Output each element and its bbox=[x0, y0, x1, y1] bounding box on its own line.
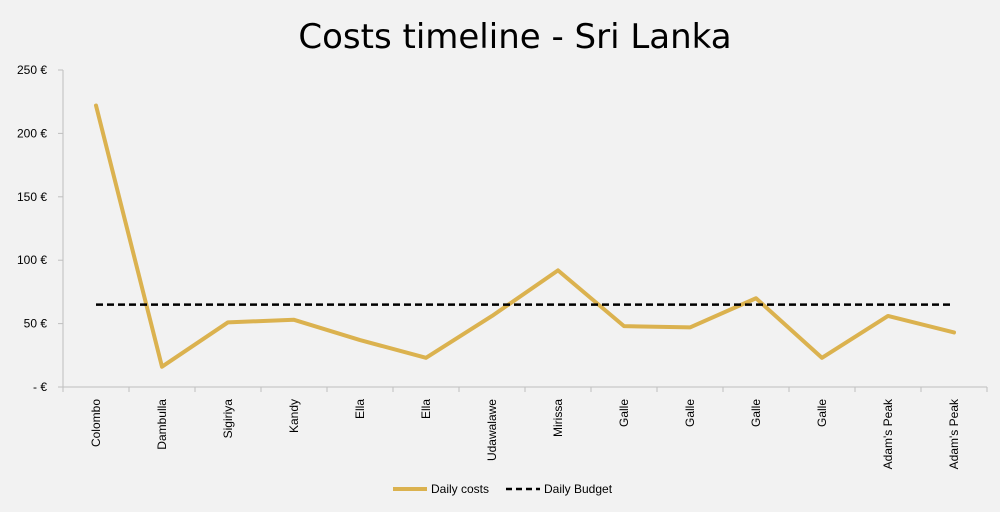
x-tick-label: Ella bbox=[419, 399, 433, 419]
y-tick-label: 250 € bbox=[17, 63, 47, 77]
x-tick-label: Sigiriya bbox=[221, 399, 235, 439]
x-tick-label: Dambulla bbox=[155, 399, 169, 450]
x-tick-label: Galle bbox=[749, 399, 763, 427]
x-tick-label: Galle bbox=[683, 399, 697, 427]
x-tick-label: Mirissa bbox=[551, 399, 565, 437]
legend-label: Daily costs bbox=[431, 482, 489, 496]
y-tick-label: 200 € bbox=[17, 126, 47, 140]
x-tick-label: Kandy bbox=[287, 399, 301, 433]
x-tick-label: Ella bbox=[353, 399, 367, 419]
y-tick-label: 150 € bbox=[17, 190, 47, 204]
legend-label: Daily Budget bbox=[544, 482, 613, 496]
series-line-daily-costs bbox=[94, 103, 956, 369]
x-tick-label: Adam's Peak bbox=[947, 398, 961, 469]
x-tick-label: Udawalawe bbox=[485, 399, 499, 461]
x-tick-label: Galle bbox=[617, 399, 631, 427]
axes: - € 50 € 100 € 150 € 200 € 250 € Colombo Dambul… bbox=[17, 63, 988, 469]
x-tick-label: Colombo bbox=[89, 399, 103, 447]
legend: Daily costs Daily Budget bbox=[393, 482, 613, 496]
y-tick-label: 50 € bbox=[24, 317, 48, 331]
x-tick-label: Galle bbox=[815, 399, 829, 427]
y-tick-label: - € bbox=[33, 380, 47, 394]
x-tick-label: Adam's Peak bbox=[881, 398, 895, 469]
y-tick-label: 100 € bbox=[17, 253, 47, 267]
series-layer bbox=[94, 103, 956, 369]
chart-title: Costs timeline - Sri Lanka bbox=[298, 17, 731, 57]
